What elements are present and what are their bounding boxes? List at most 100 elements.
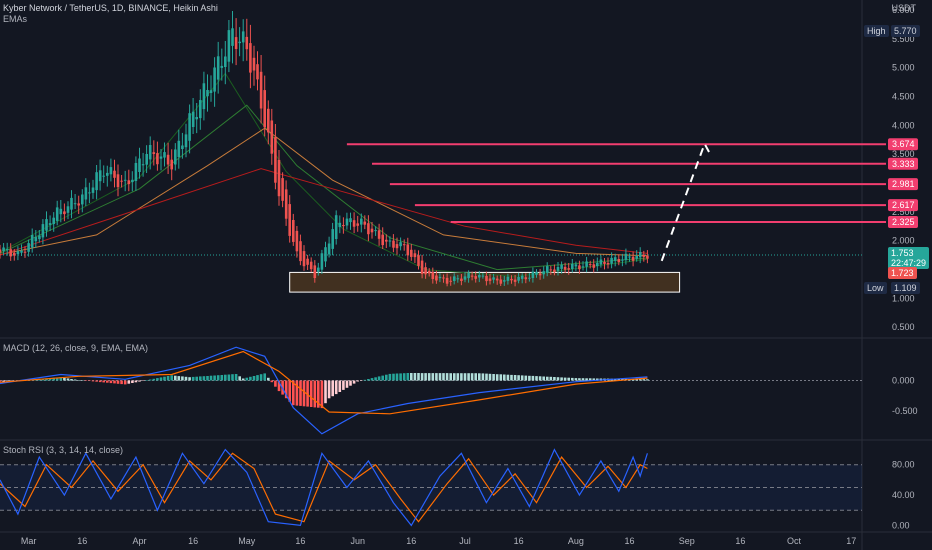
macd-histogram-bar xyxy=(309,380,313,407)
macd-histogram-bar xyxy=(113,380,116,384)
macd-histogram-bar xyxy=(588,378,592,381)
macd-histogram-bar xyxy=(191,376,195,381)
candle-body xyxy=(331,229,334,249)
macd-histogram-bar xyxy=(224,374,227,381)
candle-body xyxy=(84,187,88,200)
candle-body xyxy=(270,120,274,154)
macd-histogram-bar xyxy=(238,376,241,381)
macd-histogram-bar xyxy=(138,380,141,382)
stoch-rsi-k-line xyxy=(0,448,648,527)
candle-body xyxy=(388,240,392,242)
candle-body xyxy=(581,266,585,268)
candle-body xyxy=(159,156,163,159)
candle-body xyxy=(463,276,467,280)
macd-histogram-bar xyxy=(216,375,220,381)
time-tick-label: Aug xyxy=(568,536,584,546)
candle-body xyxy=(16,251,20,255)
candle-body xyxy=(327,243,331,255)
candle-body xyxy=(45,219,48,231)
target-level-badge xyxy=(888,138,918,151)
candle-body xyxy=(592,264,596,268)
macd-histogram-bar xyxy=(571,377,574,381)
macd-histogram-bar xyxy=(596,378,599,381)
macd-histogram-bar xyxy=(510,374,513,381)
candle-body xyxy=(27,243,30,252)
candle-body xyxy=(642,254,646,257)
candle-body xyxy=(95,172,98,191)
macd-histogram-bar xyxy=(267,377,270,381)
macd-histogram-bar xyxy=(642,379,646,381)
macd-histogram-bar xyxy=(485,373,488,381)
macd-histogram-bar xyxy=(195,376,198,381)
candle-body xyxy=(377,230,381,239)
candle-body xyxy=(435,275,438,281)
candle-body xyxy=(267,108,270,133)
macd-histogram-bar xyxy=(592,378,596,381)
price-tick-label: 1.000 xyxy=(892,293,915,303)
candle-body xyxy=(556,267,560,271)
candle-body xyxy=(238,41,241,44)
macd-histogram-bar xyxy=(5,380,9,382)
macd-histogram-bar xyxy=(581,378,585,381)
candle-body xyxy=(320,253,324,270)
macd-histogram-bar xyxy=(277,380,281,392)
time-tick-label: Apr xyxy=(132,536,146,546)
low-value: 1.109 xyxy=(891,282,920,294)
price-tick-label: 0.500 xyxy=(892,322,915,332)
price-tick-label: 6.000 xyxy=(892,5,915,15)
macd-histogram-bar xyxy=(116,380,120,384)
candle-body xyxy=(292,220,295,242)
price-tick-label: 4.000 xyxy=(892,120,915,130)
time-tick-label: 16 xyxy=(295,536,305,546)
macd-histogram-bar xyxy=(170,375,173,381)
macd-histogram-bar xyxy=(320,380,324,409)
candle-body xyxy=(624,253,628,261)
time-tick-label: 16 xyxy=(77,536,87,546)
macd-histogram-bar xyxy=(442,373,445,381)
macd-histogram-bar xyxy=(227,374,231,381)
macd-histogram-bar xyxy=(88,380,91,381)
candle-body xyxy=(263,90,266,128)
candle-body xyxy=(216,56,220,80)
candle-body xyxy=(284,189,288,219)
candle-body xyxy=(181,145,184,149)
candle-body xyxy=(120,180,123,182)
macd-histogram-bar xyxy=(556,377,560,381)
macd-histogram-bar xyxy=(553,377,556,381)
macd-histogram-bar xyxy=(299,380,302,406)
candle-body xyxy=(613,257,617,261)
candle-body xyxy=(202,83,206,110)
macd-histogram-bar xyxy=(435,373,438,381)
candle-body xyxy=(206,90,209,97)
target-level-label: 2.617 xyxy=(892,200,915,210)
macd-histogram-bar xyxy=(535,376,538,381)
time-tick-label: 16 xyxy=(735,536,745,546)
candle-body xyxy=(41,224,45,238)
stoch-rsi-title[interactable]: Stoch RSI (3, 3, 14, 14, close) xyxy=(3,445,124,455)
candle-body xyxy=(513,279,517,282)
price-tick-label: 3.500 xyxy=(892,149,915,159)
candle-body xyxy=(578,265,581,270)
candle-body xyxy=(245,36,249,50)
candle-body xyxy=(55,207,59,221)
candle-body xyxy=(495,278,499,281)
target-level-label: 2.325 xyxy=(892,217,915,227)
macd-histogram-bar xyxy=(84,380,88,381)
macd-histogram-bar xyxy=(91,380,95,382)
macd-title[interactable]: MACD (12, 26, close, 9, EMA, EMA) xyxy=(3,343,149,353)
time-tick-label: Jun xyxy=(350,536,365,546)
candle-body xyxy=(145,154,148,165)
candle-body xyxy=(445,277,449,284)
projection-path xyxy=(660,141,713,262)
candle-body xyxy=(156,153,159,165)
ema-price-badge: 1.723 xyxy=(888,267,917,279)
macd-histogram-bar xyxy=(145,380,148,381)
macd-histogram-bar xyxy=(385,374,388,381)
candle-body xyxy=(188,113,191,141)
indicator-label[interactable]: EMAs xyxy=(3,14,28,24)
high-value: 5.770 xyxy=(891,25,920,37)
candle-body xyxy=(467,273,470,279)
time-tick-label: 16 xyxy=(188,536,198,546)
macd-histogram-bar xyxy=(377,376,381,381)
